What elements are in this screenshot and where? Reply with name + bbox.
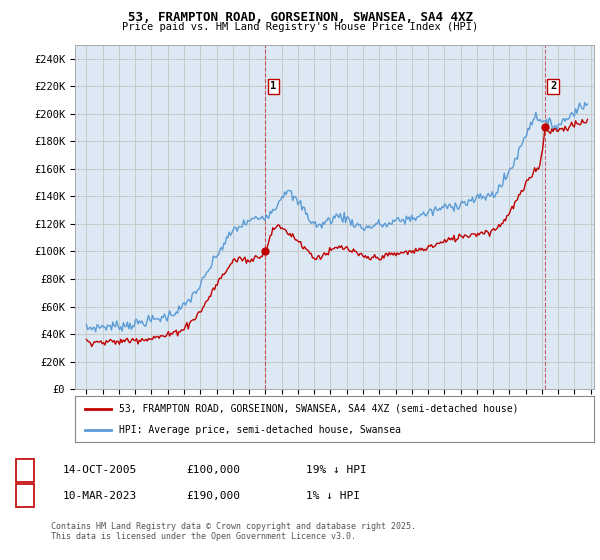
Text: HPI: Average price, semi-detached house, Swansea: HPI: Average price, semi-detached house,… <box>119 425 401 435</box>
Text: 53, FRAMPTON ROAD, GORSEINON, SWANSEA, SA4 4XZ (semi-detached house): 53, FRAMPTON ROAD, GORSEINON, SWANSEA, S… <box>119 404 518 414</box>
Text: 53, FRAMPTON ROAD, GORSEINON, SWANSEA, SA4 4XZ: 53, FRAMPTON ROAD, GORSEINON, SWANSEA, S… <box>128 11 473 24</box>
Text: £190,000: £190,000 <box>186 491 240 501</box>
Text: 2: 2 <box>22 491 29 501</box>
Text: 10-MAR-2023: 10-MAR-2023 <box>63 491 137 501</box>
Text: 19% ↓ HPI: 19% ↓ HPI <box>306 465 367 475</box>
Text: 1: 1 <box>22 465 29 475</box>
Text: Price paid vs. HM Land Registry's House Price Index (HPI): Price paid vs. HM Land Registry's House … <box>122 22 478 32</box>
Text: £100,000: £100,000 <box>186 465 240 475</box>
Text: 2: 2 <box>550 81 556 91</box>
Text: 1: 1 <box>270 81 277 91</box>
Text: 14-OCT-2005: 14-OCT-2005 <box>63 465 137 475</box>
Text: Contains HM Land Registry data © Crown copyright and database right 2025.
This d: Contains HM Land Registry data © Crown c… <box>51 522 416 542</box>
Text: 1% ↓ HPI: 1% ↓ HPI <box>306 491 360 501</box>
